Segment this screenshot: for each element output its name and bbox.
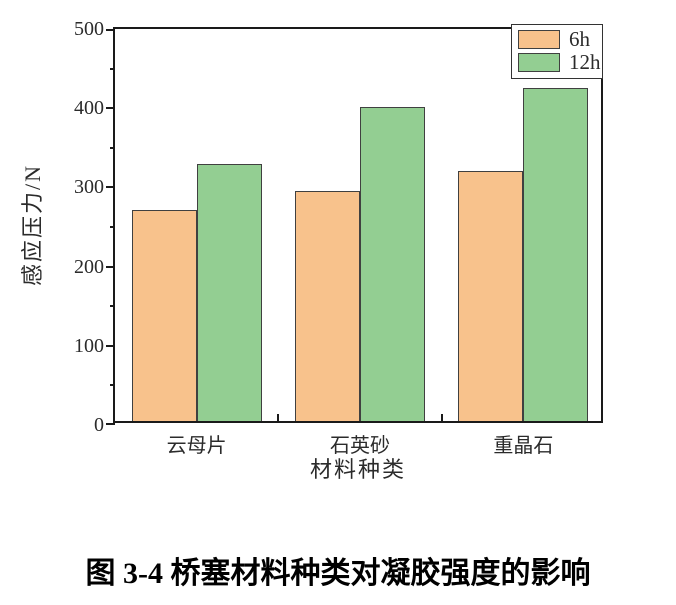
- y-tick-label: 500: [74, 18, 104, 40]
- bar-12h-重晶石: [523, 87, 589, 421]
- y-axis-minor-tick: [110, 384, 115, 387]
- x-category-label: 云母片: [166, 435, 227, 457]
- x-category-label: 石英砂: [330, 435, 390, 457]
- legend-entry-12h: 12h: [512, 51, 602, 74]
- legend-swatch-6h: [518, 30, 560, 49]
- y-tick-label: 100: [74, 334, 104, 357]
- bar-12h-云母片: [196, 163, 262, 421]
- y-axis-major-tick: [106, 344, 115, 347]
- bar-6h-云母片: [131, 209, 197, 421]
- x-axis-title: 材料种类: [309, 457, 406, 482]
- y-axis-major-tick: [106, 265, 115, 268]
- figure-caption: 图 3-4 桥塞材料种类对凝胶强度的影响: [85, 557, 591, 590]
- y-axis-title: 感应压力/N: [20, 164, 45, 287]
- y-tick-label: 300: [74, 176, 104, 199]
- legend-label: 6h: [569, 27, 590, 51]
- plot-area: 6h 12h 0 100 200 300 400 500 云母片 石英砂 重晶石: [74, 19, 603, 457]
- y-axis-minor-tick: [110, 226, 115, 228]
- y-tick-label: 400: [74, 97, 104, 120]
- x-axis-minor-tick: [440, 414, 443, 421]
- legend-swatch-12h: [518, 53, 560, 72]
- y-axis-minor-tick: [110, 67, 115, 70]
- y-axis-major-tick: [106, 423, 115, 425]
- legend-label: 12h: [569, 50, 601, 74]
- x-axis-minor-tick: [277, 414, 280, 421]
- legend-entry-6h: 6h: [512, 28, 602, 51]
- y-axis-minor-tick: [110, 305, 115, 308]
- bar-12h-石英砂: [360, 107, 425, 421]
- y-tick-label: 200: [74, 255, 104, 278]
- bar-6h-石英砂: [295, 190, 360, 421]
- y-axis-minor-tick: [110, 146, 115, 149]
- legend: 6h 12h: [511, 24, 603, 79]
- y-tick-label: 0: [94, 414, 104, 436]
- y-axis-major-tick: [106, 29, 115, 31]
- y-axis-major-tick: [106, 186, 115, 189]
- x-category-label: 重晶石: [493, 435, 554, 457]
- y-axis-major-tick: [106, 107, 115, 110]
- bar-6h-重晶石: [458, 170, 524, 421]
